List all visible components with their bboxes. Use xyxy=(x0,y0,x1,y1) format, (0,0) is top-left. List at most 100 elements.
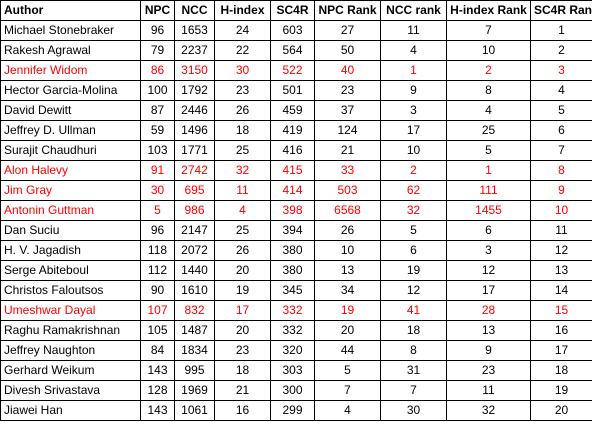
ncc-rank-cell: 10 xyxy=(380,140,447,161)
ncc-rank-cell: 1 xyxy=(380,60,447,81)
ncc-cell: 1653 xyxy=(174,20,215,41)
hindex-rank-cell: 1455 xyxy=(446,200,531,221)
ncc-rank-cell: 11 xyxy=(380,20,447,41)
table-row: Jim Gray 30 695 11 414 503 62 111 9 xyxy=(0,180,592,201)
ncc-cell: 1061 xyxy=(174,400,215,421)
ncc-cell: 1771 xyxy=(174,140,215,161)
ncc-rank-cell: 62 xyxy=(380,180,447,201)
npc-rank-cell: 21 xyxy=(314,140,381,161)
npc-rank-cell: 23 xyxy=(314,80,381,101)
author-cell: Rakesh Agrawal xyxy=(0,40,141,61)
sc4r-cell: 459 xyxy=(270,100,315,121)
hindex-cell: 21 xyxy=(214,380,271,401)
hindex-rank-cell: 28 xyxy=(446,300,531,321)
ncc-rank-cell: 3 xyxy=(380,100,447,121)
sc4r-rank-cell: 2 xyxy=(530,40,592,61)
author-cell: Surajit Chaudhuri xyxy=(0,140,141,161)
table-row: Umeshwar Dayal 107 832 17 332 19 41 28 15 xyxy=(0,300,592,321)
npc-cell: 79 xyxy=(140,40,175,61)
hindex-rank-cell: 5 xyxy=(446,140,531,161)
header-author: Author xyxy=(0,0,141,21)
table-row: Christos Faloutsos 90 1610 19 345 34 12 17 14 xyxy=(0,280,592,301)
sc4r-rank-cell: 8 xyxy=(530,160,592,181)
ncc-rank-cell: 32 xyxy=(380,200,447,221)
author-cell: Hector Garcia-Molina xyxy=(0,80,141,101)
table-row: H. V. Jagadish 118 2072 26 380 10 6 3 12 xyxy=(0,240,592,261)
npc-rank-cell: 40 xyxy=(314,60,381,81)
npc-cell: 86 xyxy=(140,60,175,81)
ncc-cell: 2072 xyxy=(174,240,215,261)
npc-cell: 87 xyxy=(140,100,175,121)
ncc-rank-cell: 2 xyxy=(380,160,447,181)
hindex-rank-cell: 111 xyxy=(446,180,531,201)
ncc-rank-cell: 31 xyxy=(380,360,447,381)
ncc-cell: 3150 xyxy=(174,60,215,81)
npc-rank-cell: 10 xyxy=(314,240,381,261)
sc4r-rank-cell: 7 xyxy=(530,140,592,161)
npc-cell: 96 xyxy=(140,220,175,241)
ncc-rank-cell: 18 xyxy=(380,320,447,341)
hindex-rank-cell: 9 xyxy=(446,340,531,361)
hindex-cell: 18 xyxy=(214,120,271,141)
table-row: Jeffrey Naughton 84 1834 23 320 44 8 9 17 xyxy=(0,340,592,361)
sc4r-cell: 415 xyxy=(270,160,315,181)
table-row: David Dewitt 87 2446 26 459 37 3 4 5 xyxy=(0,100,592,121)
hindex-rank-cell: 2 xyxy=(446,60,531,81)
sc4r-cell: 522 xyxy=(270,60,315,81)
author-cell: Gerhard Weikum xyxy=(0,360,141,381)
hindex-rank-cell: 6 xyxy=(446,220,531,241)
ncc-rank-cell: 19 xyxy=(380,260,447,281)
ncc-cell: 1834 xyxy=(174,340,215,361)
sc4r-cell: 564 xyxy=(270,40,315,61)
hindex-rank-cell: 13 xyxy=(446,320,531,341)
npc-cell: 107 xyxy=(140,300,175,321)
npc-rank-cell: 124 xyxy=(314,120,381,141)
hindex-rank-cell: 4 xyxy=(446,100,531,121)
hindex-rank-cell: 10 xyxy=(446,40,531,61)
hindex-cell: 24 xyxy=(214,20,271,41)
author-cell: Raghu Ramakrishnan xyxy=(0,320,141,341)
sc4r-cell: 501 xyxy=(270,80,315,101)
sc4r-rank-cell: 13 xyxy=(530,260,592,281)
sc4r-cell: 414 xyxy=(270,180,315,201)
table-row: Dan Suciu 96 2147 25 394 26 5 6 11 xyxy=(0,220,592,241)
npc-cell: 84 xyxy=(140,340,175,361)
hindex-rank-cell: 11 xyxy=(446,380,531,401)
hindex-cell: 4 xyxy=(214,200,271,221)
hindex-cell: 19 xyxy=(214,280,271,301)
ncc-cell: 2237 xyxy=(174,40,215,61)
sc4r-rank-cell: 9 xyxy=(530,180,592,201)
header-npc: NPC xyxy=(140,0,175,21)
sc4r-rank-cell: 16 xyxy=(530,320,592,341)
table-row: Jennifer Widom 86 3150 30 522 40 1 2 3 xyxy=(0,60,592,81)
hindex-rank-cell: 32 xyxy=(446,400,531,421)
npc-cell: 96 xyxy=(140,20,175,41)
npc-rank-cell: 503 xyxy=(314,180,381,201)
ncc-rank-cell: 12 xyxy=(380,280,447,301)
hindex-rank-cell: 23 xyxy=(446,360,531,381)
sc4r-rank-cell: 11 xyxy=(530,220,592,241)
author-cell: Antonin Guttman xyxy=(0,200,141,221)
hindex-cell: 30 xyxy=(214,60,271,81)
author-cell: David Dewitt xyxy=(0,100,141,121)
header-npc-rank: NPC Rank xyxy=(314,0,381,21)
author-cell: Michael Stonebraker xyxy=(0,20,141,41)
hindex-cell: 26 xyxy=(214,240,271,261)
hindex-cell: 23 xyxy=(214,340,271,361)
ncc-rank-cell: 6 xyxy=(380,240,447,261)
ncc-cell: 986 xyxy=(174,200,215,221)
ncc-cell: 1610 xyxy=(174,280,215,301)
hindex-rank-cell: 12 xyxy=(446,260,531,281)
ncc-cell: 1969 xyxy=(174,380,215,401)
author-cell: Jiawei Han xyxy=(0,400,141,421)
hindex-rank-cell: 3 xyxy=(446,240,531,261)
npc-cell: 103 xyxy=(140,140,175,161)
table-row: Jeffrey D. Ullman 59 1496 18 419 124 17 25 6 xyxy=(0,120,592,141)
author-cell: Jennifer Widom xyxy=(0,60,141,81)
ncc-rank-cell: 7 xyxy=(380,380,447,401)
npc-cell: 59 xyxy=(140,120,175,141)
ncc-rank-cell: 30 xyxy=(380,400,447,421)
sc4r-rank-cell: 14 xyxy=(530,280,592,301)
npc-rank-cell: 19 xyxy=(314,300,381,321)
